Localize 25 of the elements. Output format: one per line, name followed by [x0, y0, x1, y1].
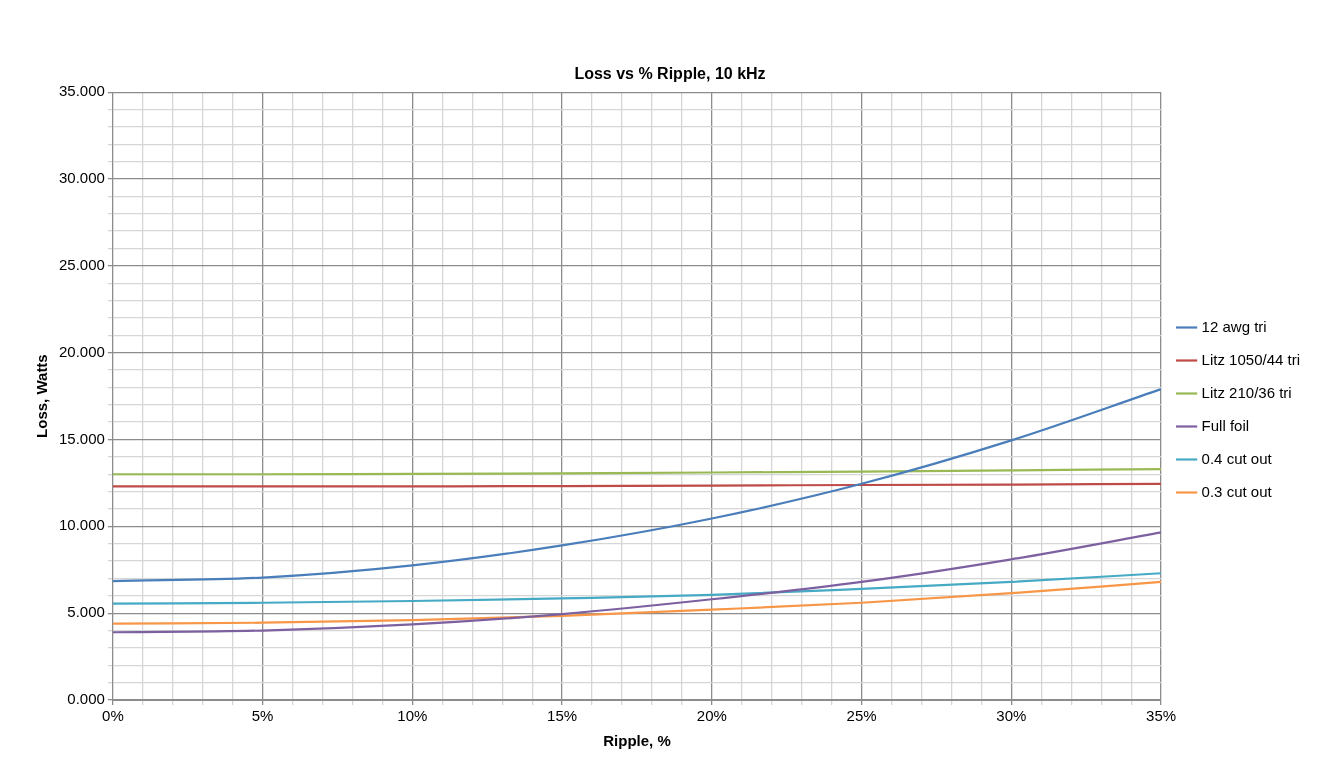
y-tick-label: 35.000	[58, 82, 105, 100]
x-axis-title: Ripple, %	[603, 732, 671, 750]
y-tick-label: 25.000	[58, 256, 105, 273]
x-tick-label: 30%	[996, 707, 1027, 725]
legend-label: 0.3 cut out	[1201, 482, 1273, 500]
y-axis-title: Loss, Watts	[33, 354, 51, 438]
x-tick-label: 5%	[251, 707, 274, 725]
x-tick-label: 10%	[397, 707, 428, 725]
chart-title: Loss vs % Ripple, 10 kHz	[574, 65, 766, 83]
y-tick-label: 0.000	[67, 690, 105, 708]
legend-label: 12 awg tri	[1201, 317, 1267, 335]
x-tick-label: 35%	[1146, 707, 1177, 725]
y-tick-label: 5.000	[67, 603, 105, 621]
legend-label: Litz 1050/44 tri	[1201, 350, 1301, 368]
legend-label: 0.4 cut out	[1201, 449, 1273, 467]
y-tick-label: 30.000	[58, 169, 105, 187]
x-tick-label: 25%	[846, 707, 877, 725]
x-tick-label: 15%	[547, 707, 578, 725]
y-tick-label: 20.000	[58, 342, 105, 360]
y-tick-label: 10.000	[58, 516, 105, 534]
y-tick-label: 15.000	[58, 429, 105, 447]
x-tick-label: 0%	[102, 707, 124, 725]
x-tick-label: 20%	[696, 707, 727, 725]
legend-label: Full foil	[1201, 416, 1250, 434]
legend-label: Litz 210/36 tri	[1201, 383, 1292, 401]
